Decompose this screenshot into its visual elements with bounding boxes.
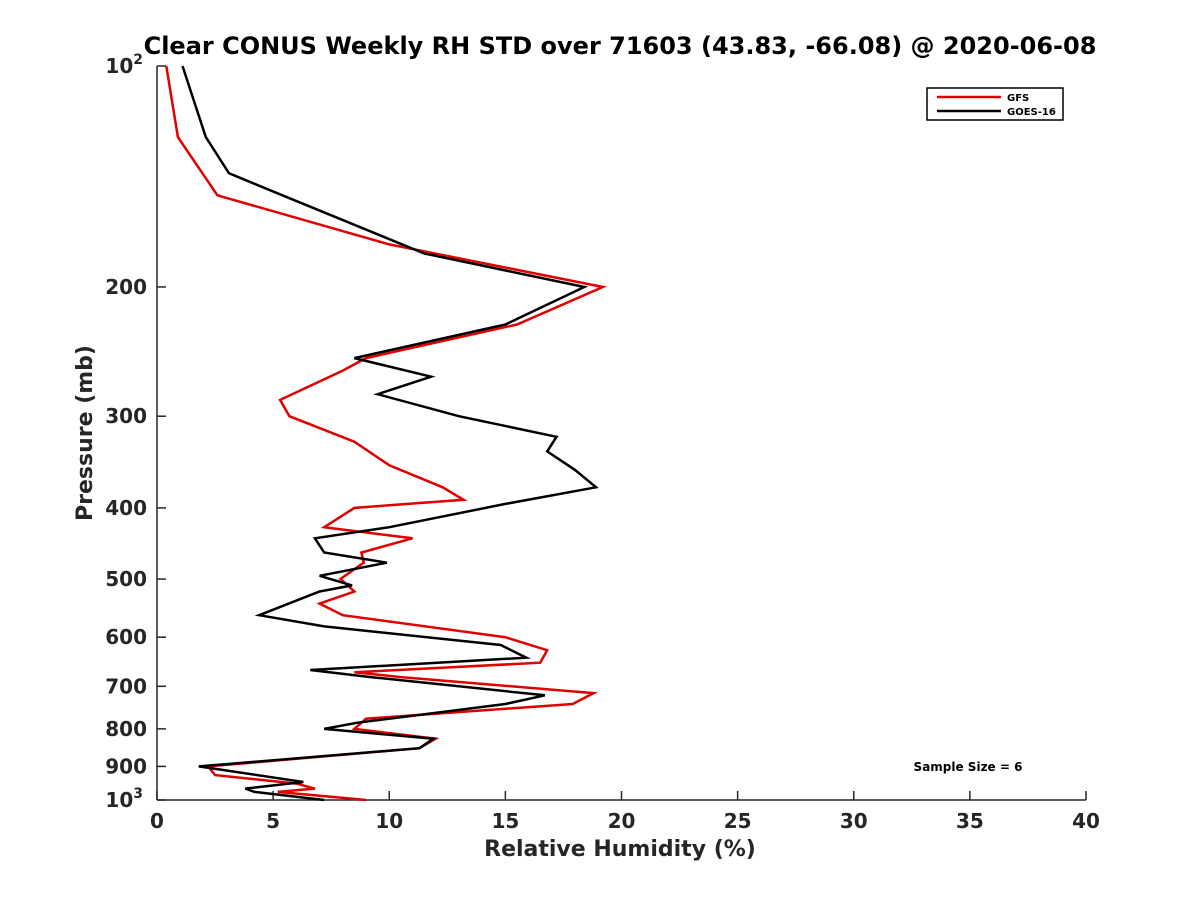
y-tick-label: 700 (105, 674, 147, 698)
y-tick-label: 600 (105, 625, 147, 649)
x-tick-label: 20 (608, 809, 636, 833)
x-axis-label: Relative Humidity (%) (484, 837, 756, 862)
x-tick-label: 40 (1072, 809, 1100, 833)
chart-title: Clear CONUS Weekly RH STD over 71603 (43… (144, 32, 1097, 60)
x-tick-label: 5 (266, 809, 280, 833)
y-tick-label: 200 (105, 275, 147, 299)
y-tick-label: 800 (105, 717, 147, 741)
y-tick-label: 300 (105, 404, 147, 428)
x-tick-label: 10 (375, 809, 403, 833)
sample-size-annotation: Sample Size = 6 (914, 760, 1023, 774)
y-tick-label: 900 (105, 754, 147, 778)
y-tick-label: 102 (105, 52, 143, 78)
legend-box (926, 87, 1064, 121)
legend-label-goes16: GOES-16 (1007, 107, 1056, 118)
x-tick-label: 30 (840, 809, 868, 833)
plot-area: 0 5 10 15 20 25 30 35 40 102 200 300 400 500 600 700 800… (105, 52, 1100, 833)
x-tick-label: 0 (150, 809, 164, 833)
legend-label-gfs: GFS (1007, 93, 1029, 104)
y-tick-label: 400 (105, 496, 147, 520)
y-axis-label: Pressure (mb) (73, 345, 98, 521)
x-tick-label: 35 (956, 809, 984, 833)
series-line-goes16 (181, 65, 599, 802)
x-tick-label: 25 (724, 809, 752, 833)
y-tick-label: 103 (105, 786, 143, 812)
legend: GFS GOES-16 (926, 87, 1064, 121)
x-tick-label: 15 (491, 809, 519, 833)
y-tick-label: 500 (105, 567, 147, 591)
